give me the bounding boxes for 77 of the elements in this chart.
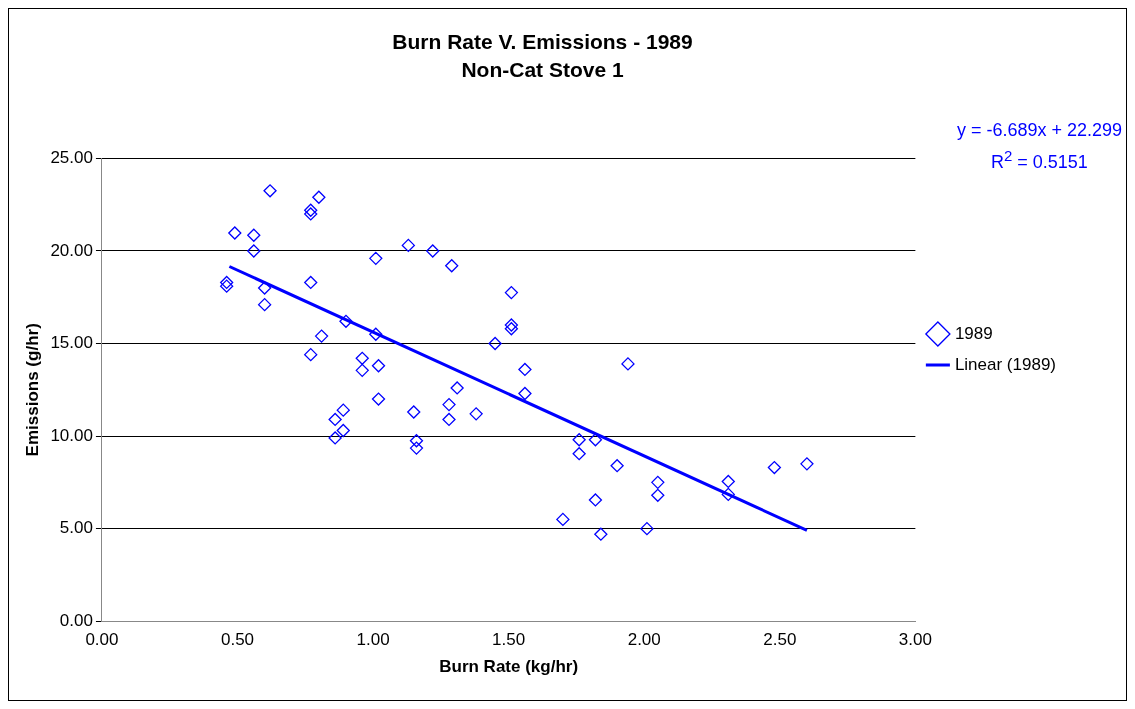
point: [594, 527, 608, 541]
point: [504, 322, 519, 336]
point: [220, 279, 234, 293]
point: [504, 318, 519, 332]
point: [640, 521, 654, 536]
point: [220, 275, 234, 290]
point: [556, 512, 570, 527]
point: [312, 190, 326, 204]
point: [442, 397, 456, 412]
text: R$^{2}$ = 0.5151: [989, 146, 1089, 174]
point: [369, 251, 383, 266]
x-tick-label: 1.50: [492, 630, 526, 650]
point: [651, 488, 665, 502]
point: [263, 184, 277, 198]
point: [304, 203, 318, 217]
chart-subtitle: Non-Cat Stove 1: [461, 57, 624, 81]
point: [588, 493, 603, 507]
point: [651, 475, 665, 490]
point: [450, 381, 464, 395]
point: [588, 433, 603, 447]
y-axis-title: Emissions (g/hr): [22, 323, 42, 457]
y-tick-label: 0.00: [59, 610, 93, 630]
point: [369, 327, 383, 341]
point: [336, 403, 350, 417]
y-tick-label: 5.00: [59, 518, 93, 538]
point: [371, 392, 386, 406]
point: [401, 238, 415, 253]
point: [247, 228, 261, 242]
x-axis-title: Burn Rate (kg/hr): [439, 657, 579, 677]
chart-title: Burn Rate V. Emissions - 1989: [392, 30, 693, 54]
y-tick-label: 10.00: [50, 425, 93, 445]
point: [407, 405, 421, 419]
point: [328, 431, 342, 445]
point: [572, 447, 586, 461]
point: [572, 433, 586, 447]
point: [409, 434, 424, 448]
point: [409, 441, 424, 455]
point: [721, 487, 735, 502]
point: [228, 226, 242, 240]
point: [518, 386, 532, 401]
point: [304, 275, 318, 290]
point: [355, 351, 369, 365]
point: [504, 285, 519, 300]
point: [371, 359, 386, 373]
point: [621, 357, 635, 371]
point: [426, 244, 440, 258]
point: [328, 412, 342, 427]
x-tick-label: 2.50: [763, 630, 797, 650]
x-tick-label: 0.50: [220, 630, 255, 650]
legend-label: Linear (1989): [954, 354, 1056, 374]
point: [610, 459, 624, 473]
point: [257, 281, 272, 295]
point: [355, 363, 369, 378]
x-tick-label: 2.00: [627, 630, 661, 650]
point: [518, 362, 532, 377]
x-tick-label: 1.00: [356, 630, 390, 650]
text: y = -6.689x + 22.299: [956, 119, 1122, 142]
point: [304, 347, 318, 362]
y-tick-label: 15.00: [50, 333, 93, 353]
point: [488, 336, 502, 351]
x-tick-label: 3.00: [898, 630, 932, 650]
point: [339, 314, 353, 328]
y-tick-label: 25.00: [50, 148, 93, 168]
point: [800, 457, 814, 471]
point: [304, 207, 318, 221]
legend-label: 1989: [954, 323, 993, 343]
y-tick-label: 20.00: [50, 240, 93, 260]
point: [314, 329, 329, 343]
point: [721, 474, 735, 489]
point: [445, 259, 459, 273]
point: [469, 407, 483, 421]
point: [442, 412, 456, 427]
point: [767, 460, 782, 475]
point: [336, 423, 350, 438]
point: [247, 244, 261, 258]
point: [257, 298, 272, 312]
x-tick-label: 0.00: [85, 630, 119, 650]
